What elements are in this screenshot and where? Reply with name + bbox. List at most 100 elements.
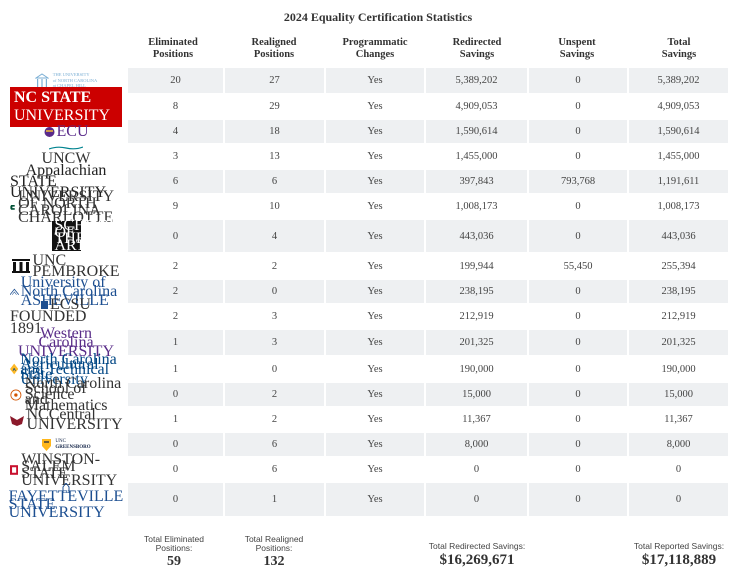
logo-ecsu: ECSU FOUNDED 1891 [10,296,122,336]
total-reported-label: Total Reported Savings: [633,541,725,551]
logo-fsu: FAYETTEVILLE STATE UNIVERSITY [8,482,124,521]
logo-line: STATE UNIVERSITY [8,495,105,521]
cell-eliminated: 1 [128,330,223,355]
eagle-icon [9,415,24,426]
cell-redirected: 199,944 [459,260,494,272]
cell-total: 4,909,053 [657,101,700,112]
totals-row: Total Eliminated Positions: 59 Total Rea… [0,535,756,585]
cell-unspent: 0 [575,201,581,212]
table-row: NCCentral UNIVERSITY 1 2 Yes 11,367 0 11,367 [0,405,756,432]
cell-realigned: 13 [269,151,280,162]
header-realigned: Realigned Positions [236,37,312,61]
cell-total: 1,191,611 [629,170,728,193]
table-row: NC STATE UNIVERSITY 8 29 Yes 4,909,053 0 4,909… [0,86,756,127]
cell-unspent: 0 [575,151,581,162]
logo-line: UNC [32,252,67,269]
aggie-icon: A [10,363,19,375]
cell-programmatic: Yes [326,483,424,516]
logo-line: University of North Carolina [20,274,118,300]
cell-redirected: 1,455,000 [455,151,498,162]
cell-unspent: 793,768 [529,170,627,193]
logo-line: UNIVERSITY [14,106,110,124]
cell-eliminated: 0 [128,483,223,516]
cell-total: 5,389,202 [629,68,728,93]
cell-redirected: 5,389,202 [426,68,527,93]
logo-line: ARTS [54,236,95,254]
total-realigned-value: 132 [263,554,285,569]
cell-redirected: 11,367 [462,414,491,425]
cell-programmatic: Yes [326,383,424,406]
cell-realigned: 18 [225,120,324,143]
wave-icon [48,145,83,150]
cell-realigned: 4 [225,220,324,252]
cell-realigned: 29 [269,101,280,112]
total-eliminated: Total Eliminated Positions: 59 [135,535,213,570]
table-row: UNC PEMBROKE 2 2 Yes 199,944 55,450 255,394 [0,252,756,280]
cell-redirected: 4,909,053 [455,101,498,112]
spartan-icon [42,438,52,451]
logo-line: FAYETTEVILLE [8,487,124,505]
cell-realigned: 6 [225,170,324,193]
header-line: Changes [355,49,395,60]
cell-realigned: 6 [271,464,278,475]
logo-line: NCCentral [26,405,96,423]
cell-total: 255,394 [661,260,696,272]
cell-redirected: 0 [426,483,527,516]
cell-eliminated: 0 [128,433,223,456]
total-eliminated-value: 59 [167,554,181,569]
logo-line: UNC [55,438,66,444]
cell-programmatic: Yes [367,151,383,162]
logo-line: NC STATE [14,88,92,106]
cell-total: 201,325 [629,330,728,355]
pirate-icon [44,126,54,137]
cell-unspent: 0 [575,464,581,475]
total-reported: Total Reported Savings: $17,118,889 [618,542,740,569]
svg-text:A: A [12,367,16,373]
logo-wcu: Western Carolina UNIVERSITY [10,325,122,360]
cell-redirected: 238,195 [426,280,527,303]
logo-line: SCHOOL [54,217,119,234]
cell-programmatic: Yes [367,101,383,112]
cell-eliminated: 2 [128,280,223,303]
cell-eliminated: 2 [172,260,179,272]
table-row: ECSU FOUNDED 1891 2 3 Yes 212,919 0 212,919 [0,296,756,336]
cell-redirected: 0 [473,464,480,475]
total-eliminated-label: Total Eliminated [143,534,204,544]
logo-line: FOUNDED 1891 [10,307,87,337]
cell-programmatic: Yes [367,464,383,475]
logo-line: ECU [56,122,89,140]
building-icon [12,259,31,273]
cell-total: 0 [629,483,728,516]
cell-unspent: 0 [575,101,581,112]
cell-programmatic: Yes [326,120,424,143]
logo-uncw: UNCW [10,144,122,169]
cell-realigned: 3 [225,330,324,355]
cell-unspent: 0 [575,311,581,322]
cell-realigned: 6 [225,433,324,456]
header-redirected: Redirected Savings [438,37,516,61]
cell-eliminated: 0 [172,464,179,475]
total-realigned: Total Realigned Positions: 132 [235,535,313,570]
table-row: Appalachian STATE UNIVERSITY 6 6 Yes 397,843 7… [0,163,756,201]
total-redirected-label: Total Redirected Savings: [428,541,526,551]
cell-unspent: 0 [529,433,627,456]
header-unspent: Unspent Savings [538,37,616,61]
header-line: Savings [559,49,595,60]
cell-unspent: 0 [529,68,627,93]
cell-unspent: 0 [529,220,627,252]
cell-total: 238,195 [629,280,728,303]
logo-ncstate: NC STATE UNIVERSITY [10,86,122,127]
cell-programmatic: Yes [367,414,383,425]
logo-line: STATE UNIVERSITY [10,173,106,201]
cell-unspent: 0 [529,483,627,516]
cell-programmatic: Yes [367,201,383,212]
logo-line: at CHAPEL HILL [53,83,97,89]
crown-c-icon [10,204,15,210]
table-row: Western Carolina UNIVERSITY 1 3 Yes 201,325 0 20… [0,325,756,360]
cell-redirected: 8,000 [426,433,527,456]
header-line: Positions [253,49,295,60]
logo-app: Appalachian STATE UNIVERSITY [10,163,122,201]
cell-total: 11,367 [664,414,693,425]
cell-programmatic: Yes [326,330,424,355]
logo-line: Western [39,325,93,342]
